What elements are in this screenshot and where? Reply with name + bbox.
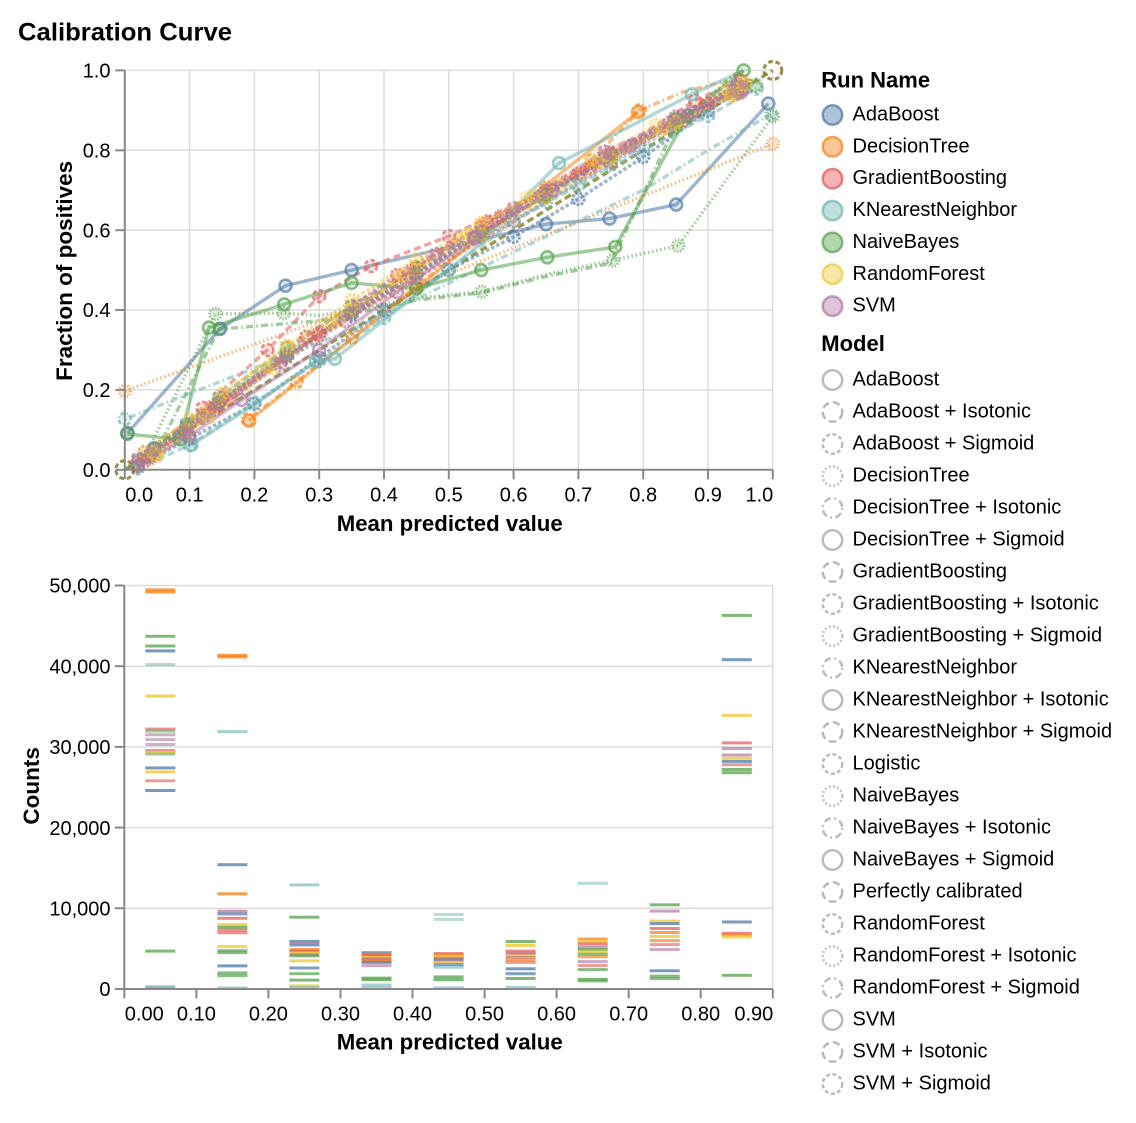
svg-text:Perfectly calibrated: Perfectly calibrated — [853, 881, 1023, 903]
svg-text:0.6: 0.6 — [83, 220, 111, 242]
svg-text:DecisionTree: DecisionTree — [853, 135, 970, 157]
svg-text:0.7: 0.7 — [564, 485, 592, 507]
svg-text:20,000: 20,000 — [49, 818, 110, 840]
svg-text:0.60: 0.60 — [537, 1004, 576, 1026]
svg-text:0.80: 0.80 — [681, 1004, 720, 1026]
svg-text:KNearestNeighbor + Isotonic: KNearestNeighbor + Isotonic — [853, 689, 1109, 711]
svg-text:NaiveBayes: NaiveBayes — [853, 785, 960, 807]
svg-text:Mean predicted value: Mean predicted value — [337, 1030, 563, 1055]
svg-text:AdaBoost + Sigmoid: AdaBoost + Sigmoid — [853, 433, 1035, 455]
svg-text:Calibration Curve: Calibration Curve — [18, 19, 232, 47]
svg-text:Model: Model — [821, 331, 885, 356]
svg-text:DecisionTree + Sigmoid: DecisionTree + Sigmoid — [853, 529, 1065, 551]
svg-text:0.3: 0.3 — [305, 485, 333, 507]
svg-text:0.50: 0.50 — [465, 1004, 504, 1026]
svg-text:RandomForest + Isotonic: RandomForest + Isotonic — [853, 945, 1077, 967]
svg-text:0.2: 0.2 — [83, 380, 111, 402]
svg-text:NaiveBayes: NaiveBayes — [853, 231, 960, 253]
svg-text:0.30: 0.30 — [321, 1004, 360, 1026]
svg-text:Counts: Counts — [19, 747, 44, 825]
svg-text:RandomForest: RandomForest — [853, 913, 986, 935]
svg-text:0.90: 0.90 — [734, 1004, 773, 1026]
svg-text:0.1: 0.1 — [176, 485, 204, 507]
svg-text:0.10: 0.10 — [177, 1004, 216, 1026]
svg-text:RandomForest: RandomForest — [853, 263, 986, 285]
svg-text:GradientBoosting + Isotonic: GradientBoosting + Isotonic — [853, 593, 1099, 615]
svg-text:DecisionTree + Isotonic: DecisionTree + Isotonic — [853, 497, 1062, 519]
svg-text:KNearestNeighbor: KNearestNeighbor — [853, 657, 1018, 679]
svg-text:0: 0 — [99, 979, 110, 1001]
svg-text:Mean predicted value: Mean predicted value — [337, 511, 563, 536]
svg-text:0.5: 0.5 — [435, 485, 463, 507]
svg-text:0.4: 0.4 — [370, 485, 398, 507]
svg-text:GradientBoosting + Sigmoid: GradientBoosting + Sigmoid — [853, 625, 1103, 647]
svg-text:0.2: 0.2 — [240, 485, 268, 507]
svg-text:0.8: 0.8 — [629, 485, 657, 507]
svg-text:0.6: 0.6 — [500, 485, 528, 507]
svg-text:SVM + Sigmoid: SVM + Sigmoid — [853, 1073, 991, 1095]
svg-text:0.20: 0.20 — [249, 1004, 288, 1026]
svg-text:0.00: 0.00 — [125, 1004, 164, 1026]
svg-text:RandomForest + Sigmoid: RandomForest + Sigmoid — [853, 977, 1080, 999]
svg-text:NaiveBayes + Isotonic: NaiveBayes + Isotonic — [853, 817, 1051, 839]
svg-text:AdaBoost + Isotonic: AdaBoost + Isotonic — [853, 401, 1031, 423]
svg-text:KNearestNeighbor + Sigmoid: KNearestNeighbor + Sigmoid — [853, 721, 1113, 743]
svg-text:KNearestNeighbor: KNearestNeighbor — [853, 199, 1018, 221]
svg-text:AdaBoost: AdaBoost — [853, 104, 940, 126]
svg-text:0.70: 0.70 — [609, 1004, 648, 1026]
svg-text:Run Name: Run Name — [821, 68, 930, 93]
svg-text:30,000: 30,000 — [49, 737, 110, 759]
svg-text:DecisionTree: DecisionTree — [853, 465, 970, 487]
svg-text:0.8: 0.8 — [83, 141, 111, 163]
svg-text:1.0: 1.0 — [745, 485, 773, 507]
svg-text:GradientBoosting: GradientBoosting — [853, 561, 1008, 583]
svg-text:0.9: 0.9 — [694, 485, 722, 507]
svg-text:Fraction of positives: Fraction of positives — [52, 161, 77, 381]
svg-text:AdaBoost: AdaBoost — [853, 369, 940, 391]
svg-text:NaiveBayes + Sigmoid: NaiveBayes + Sigmoid — [853, 849, 1055, 871]
svg-text:SVM + Isotonic: SVM + Isotonic — [853, 1041, 988, 1063]
svg-text:0.4: 0.4 — [83, 300, 111, 322]
svg-text:1.0: 1.0 — [83, 61, 111, 83]
svg-text:0.0: 0.0 — [125, 485, 153, 507]
svg-text:SVM: SVM — [853, 1009, 896, 1031]
svg-text:0.40: 0.40 — [393, 1004, 432, 1026]
svg-text:50,000: 50,000 — [49, 576, 110, 598]
svg-text:Logistic: Logistic — [853, 753, 921, 775]
svg-text:GradientBoosting: GradientBoosting — [853, 167, 1008, 189]
svg-text:10,000: 10,000 — [49, 899, 110, 921]
svg-text:0.0: 0.0 — [83, 460, 111, 482]
svg-text:SVM: SVM — [853, 295, 896, 317]
svg-text:40,000: 40,000 — [49, 656, 110, 678]
